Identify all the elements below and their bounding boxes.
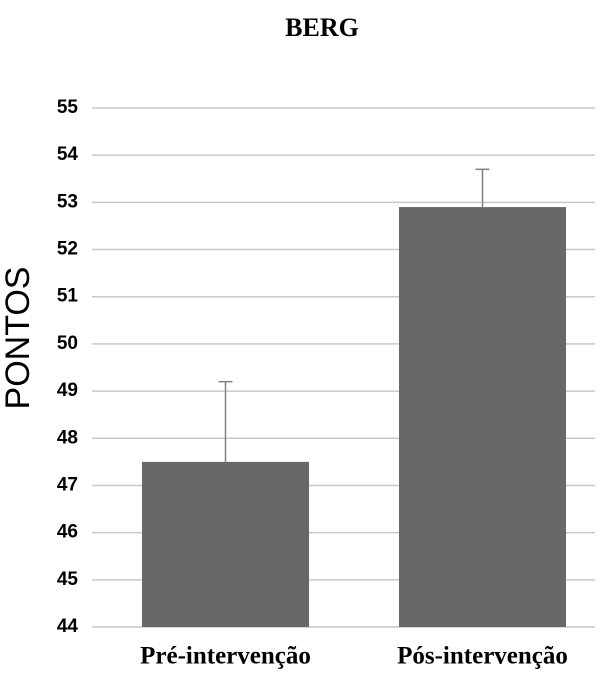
chart-title: BERG (285, 13, 359, 42)
y-tick-label: 54 (57, 144, 79, 165)
x-tick-label: Pós-intervenção (397, 643, 568, 670)
y-tick-label: 49 (57, 380, 78, 401)
bar (398, 207, 567, 627)
y-tick-label: 45 (57, 569, 79, 590)
y-tick-label: 51 (57, 286, 79, 307)
y-tick-label: 48 (57, 427, 78, 448)
y-tick-label: 46 (57, 522, 78, 543)
y-tick-label: 53 (57, 191, 78, 212)
y-tick-label: 44 (57, 616, 79, 637)
y-tick-label: 47 (57, 474, 78, 495)
y-tick-label: 50 (57, 333, 78, 354)
bar (141, 461, 310, 627)
y-tick-label: 52 (57, 239, 78, 260)
y-axis-label: PONTOS (0, 267, 37, 410)
x-tick-label: Pré-intervenção (140, 643, 311, 670)
y-tick-label: 55 (57, 97, 79, 118)
